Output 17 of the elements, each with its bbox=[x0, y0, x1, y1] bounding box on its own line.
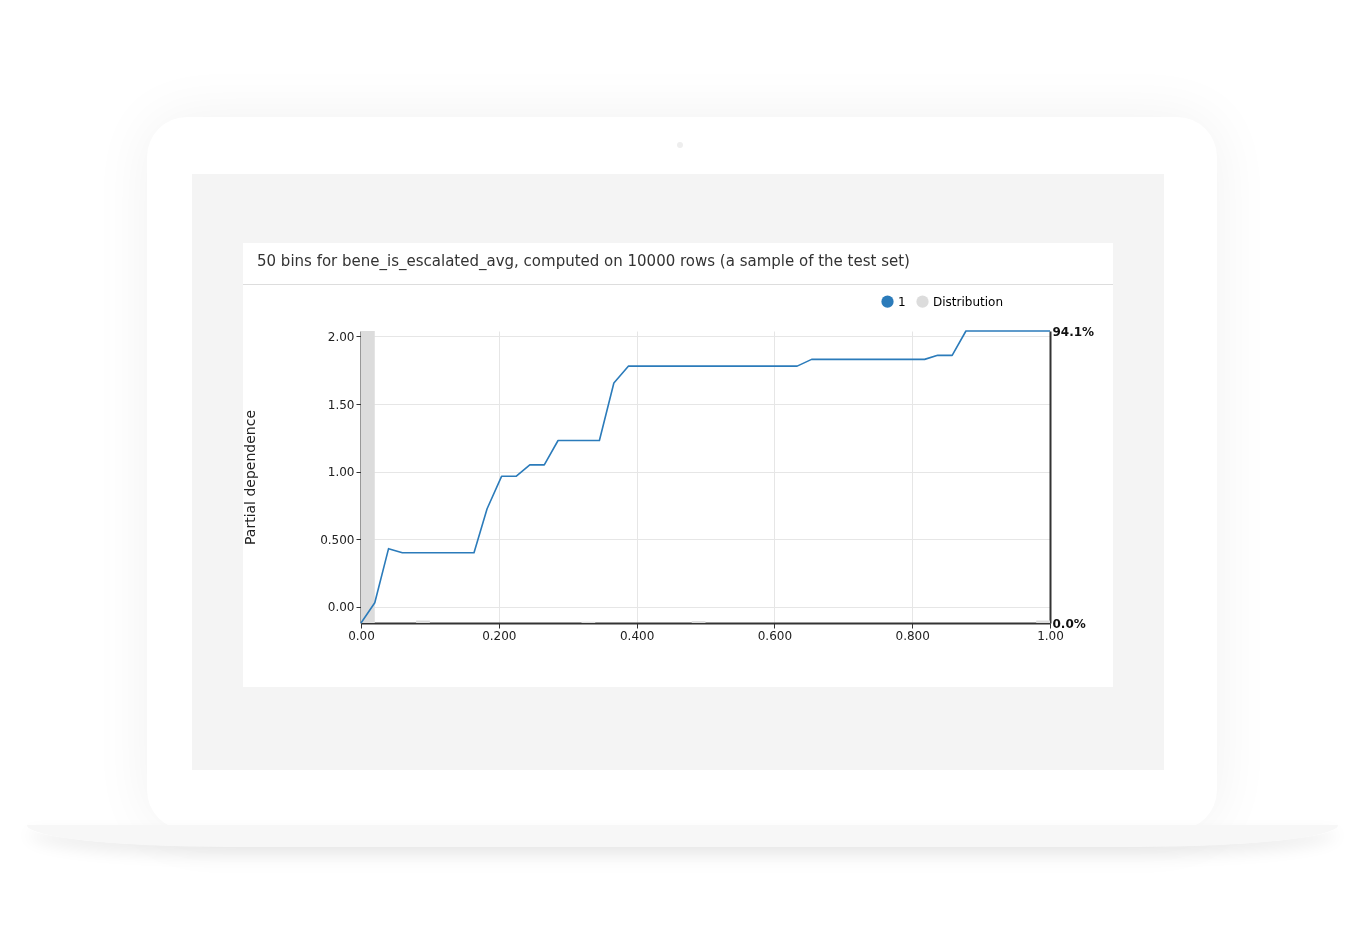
y-tick-label: 0.500 bbox=[320, 532, 355, 547]
x-tick-label: 0.00 bbox=[348, 628, 375, 643]
x-tick-label: 0.200 bbox=[482, 628, 517, 643]
y-axis-title: Partial dependence bbox=[242, 409, 259, 546]
x-tick-label: 1.00 bbox=[1037, 628, 1064, 643]
legend-label: Distribution bbox=[933, 294, 1004, 309]
y-tick-label: 2.00 bbox=[327, 329, 355, 344]
chart-title: 50 bins for bene_is_escalated_avg, computed on 10000 rows (a sample of the test set) bbox=[243, 243, 1113, 285]
y-tick-label: 0.00 bbox=[327, 600, 355, 615]
x-tick-label: 0.800 bbox=[895, 628, 930, 643]
y-tick-label: 1.50 bbox=[327, 397, 355, 412]
y-tick-label: 1.00 bbox=[327, 465, 355, 480]
legend-label: 1 bbox=[898, 294, 906, 309]
x-tick-label: 0.400 bbox=[619, 628, 655, 643]
y2-tick-label: 94.1% bbox=[1052, 324, 1095, 339]
x-tick-label: 0.600 bbox=[757, 628, 793, 643]
y2-tick-label: 0.0% bbox=[1052, 616, 1086, 631]
